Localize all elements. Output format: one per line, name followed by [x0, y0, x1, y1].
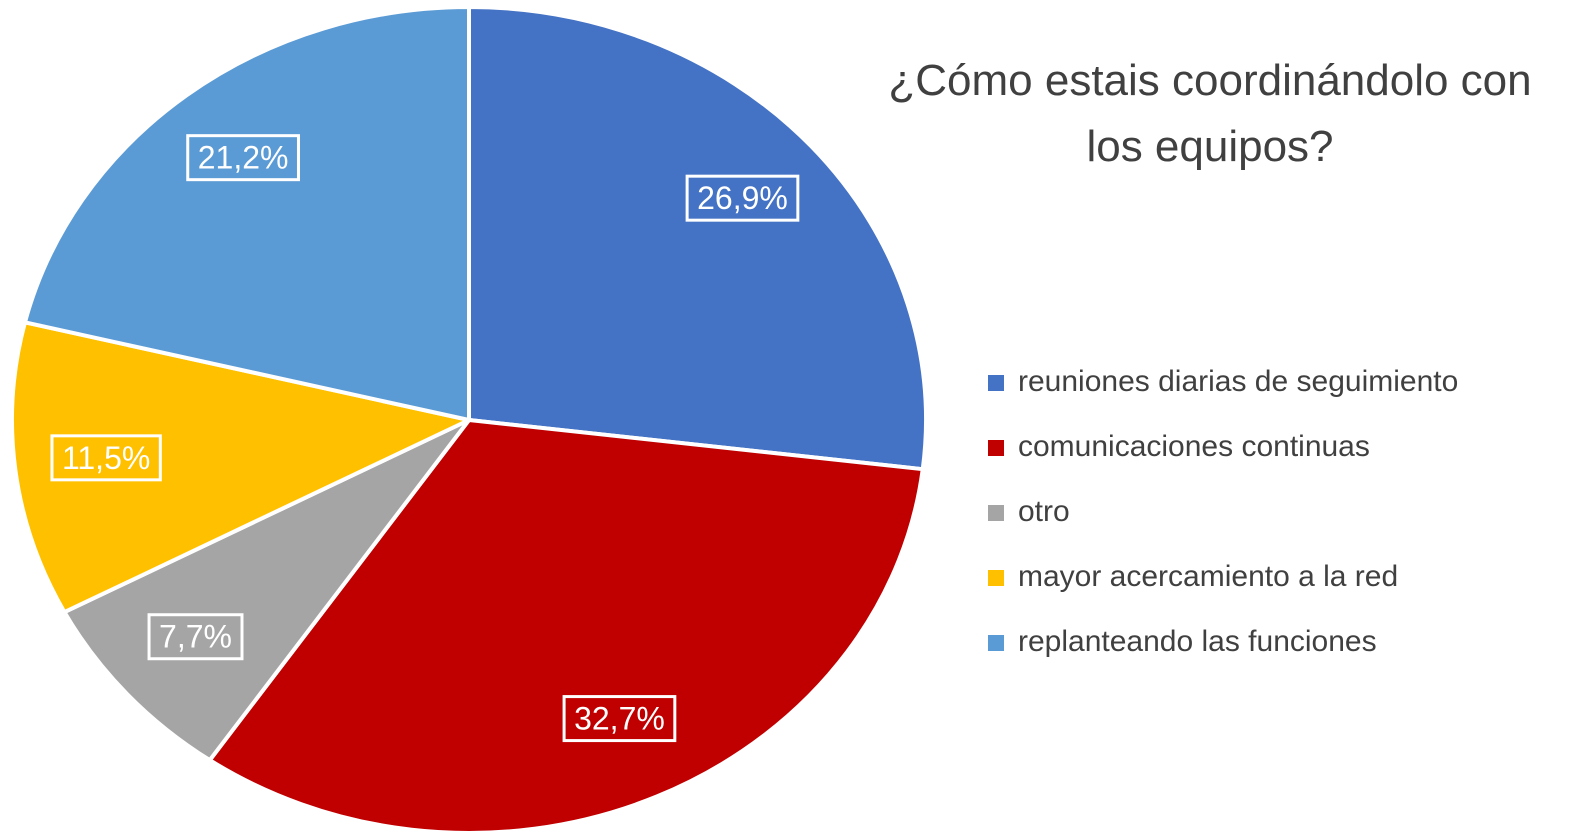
pie-slice — [207, 418, 925, 835]
data-label: 7,7% — [159, 619, 232, 655]
legend-label: replanteando las funciones — [1018, 625, 1377, 658]
pie-slice — [62, 418, 471, 763]
data-label-box — [685, 174, 800, 222]
data-label: 21,2% — [198, 140, 289, 176]
legend-swatch — [988, 375, 1004, 391]
legend-swatch — [988, 505, 1004, 521]
data-label: 26,9% — [697, 180, 788, 216]
legend-label: comunicaciones continuas — [1018, 430, 1370, 463]
legend-label: reuniones diarias de seguimiento — [1018, 365, 1458, 398]
data-label: 32,7% — [574, 701, 665, 737]
data-label-box — [147, 613, 244, 661]
pie-slice — [22, 5, 471, 422]
legend-swatch — [988, 570, 1004, 586]
legend-label: mayor acercamiento a la red — [1018, 560, 1398, 593]
legend-swatch — [988, 440, 1004, 456]
data-label-box — [562, 695, 677, 743]
data-label-box — [50, 434, 162, 482]
pie-slice — [467, 5, 928, 472]
pie-slice — [10, 320, 471, 615]
data-label: 11,5% — [62, 440, 150, 476]
chart-title: ¿Cómo estais coordinándolo con los equip… — [888, 56, 1532, 171]
legend-label: otro — [1018, 495, 1070, 528]
legend-swatch — [988, 635, 1004, 651]
data-label-box — [186, 134, 300, 182]
